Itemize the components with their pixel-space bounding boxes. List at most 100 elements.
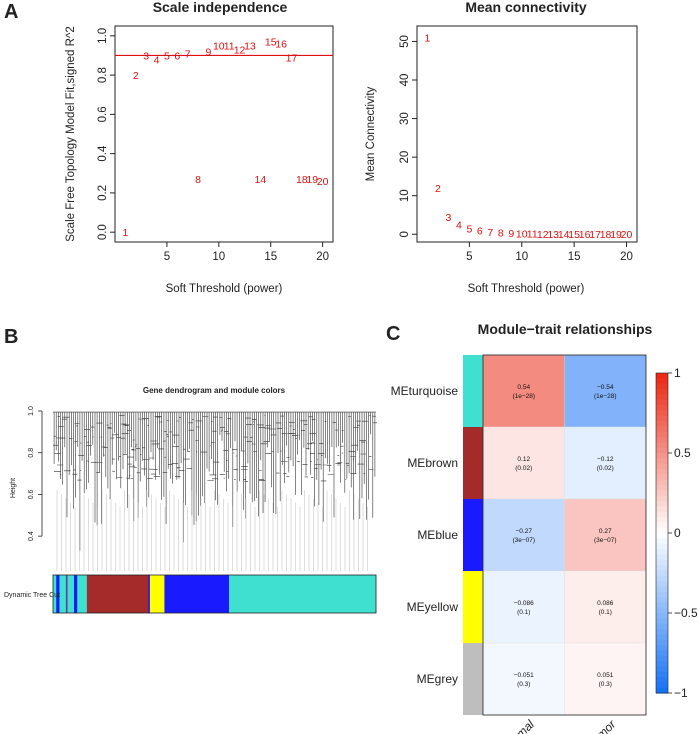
y-tick-label: 40 (399, 74, 411, 87)
plot-frame (416, 25, 638, 243)
cell-pvalue: (0.02) (597, 465, 614, 472)
legend-step (656, 469, 668, 475)
legend-tick-label: 1 (674, 366, 681, 380)
heatmap-cell (482, 570, 565, 644)
legend-step (656, 474, 668, 481)
cell-pvalue: (0.3) (517, 681, 530, 688)
data-point-label: 14 (254, 174, 266, 186)
row-label: MEyellow (407, 600, 459, 614)
data-point-label: 10 (213, 41, 225, 53)
y-axis-label: Height (10, 478, 17, 498)
y-tick-label: 0.0 (97, 224, 109, 240)
panel-letter-b: B (4, 326, 18, 348)
legend-step (656, 655, 668, 662)
legend-step (656, 650, 668, 657)
legend-step (656, 442, 668, 449)
module-color-swatch (463, 355, 483, 427)
data-point-label: 5 (466, 224, 472, 236)
data-point-label: 6 (174, 50, 180, 62)
cell-pvalue: (3e−07) (512, 537, 535, 544)
cell-pvalue: (1e−28) (512, 393, 535, 400)
dendrogram-chart: Gene dendrogram and module colors Height… (4, 386, 377, 614)
legend-step (656, 421, 668, 427)
data-point-label: 5 (164, 50, 170, 62)
module-segment (56, 575, 60, 613)
data-point-label: 17 (286, 52, 298, 64)
y-tick-label: 0.4 (28, 531, 35, 541)
heatmap-cell (564, 354, 647, 428)
legend-step (656, 602, 668, 609)
module-segment (73, 575, 78, 613)
legend-step (656, 437, 668, 443)
y-tick-label: 0.8 (28, 448, 35, 458)
x-tick-label: 10 (515, 251, 528, 263)
legend-step (656, 666, 668, 673)
panel-letter-a: A (4, 1, 18, 23)
module-segment (59, 575, 67, 613)
legend-step (656, 570, 668, 577)
cell-pvalue: (0.1) (599, 609, 612, 616)
legend-step (656, 405, 668, 411)
cell-value: 0.54 (517, 384, 530, 391)
data-point-label: 19 (610, 229, 622, 241)
y-tick-label: 0.4 (97, 145, 109, 162)
x-tick-label: 15 (264, 251, 277, 263)
module-trait-heatmap: Module−trait relationships MEturquoise 0.… (391, 321, 698, 734)
legend-step (656, 485, 668, 491)
legend-step (656, 607, 668, 614)
legend-step (656, 645, 668, 651)
legend-step (656, 415, 668, 422)
data-point-label: 7 (487, 227, 493, 239)
data-point-label: 9 (508, 228, 514, 240)
legend-step (656, 581, 668, 587)
legend-step (656, 378, 668, 385)
dendrogram-tree (53, 411, 377, 571)
data-point-label: 18 (600, 229, 612, 241)
x-axis-label: Soft Threshold (power) (166, 283, 283, 295)
cell-pvalue: (3e−07) (594, 537, 617, 544)
data-point-label: 11 (527, 229, 538, 241)
plot-frame (114, 25, 334, 243)
y-tick-label: 0.6 (97, 106, 109, 122)
legend-step (656, 410, 668, 417)
module-color-swatch (463, 643, 483, 715)
data-point-label: 14 (558, 229, 570, 241)
cell-value: 0.086 (597, 600, 614, 607)
legend-step (656, 527, 668, 534)
heatmap-cell (482, 642, 565, 716)
module-segment (65, 575, 68, 613)
cell-pvalue: (1e−28) (594, 393, 617, 400)
legend-step (656, 463, 668, 470)
x-tick-label: 5 (164, 251, 170, 263)
module-segment (229, 575, 377, 613)
dendrogram-leaves (56, 490, 368, 571)
legend-step (656, 687, 668, 694)
legend-step (656, 522, 668, 529)
y-tick-label: 50 (399, 35, 411, 48)
legend-step (656, 682, 668, 689)
data-point-label: 20 (621, 229, 633, 241)
data-point-label: 3 (446, 212, 452, 224)
data-point-label: 12 (234, 45, 246, 57)
legend-step (656, 618, 668, 625)
y-tick-label: 20 (399, 151, 411, 164)
legend-step (656, 533, 668, 539)
dendrogram-branches (53, 411, 377, 551)
data-point-label: 13 (547, 229, 559, 241)
legend-step (656, 511, 668, 518)
legend-step (656, 389, 668, 395)
y-tick-label: 0.6 (28, 489, 35, 499)
row-label: MEgrey (417, 672, 458, 686)
module-segment (53, 575, 57, 613)
y-tick-label: 0.8 (97, 67, 109, 83)
cell-value: −0.54 (597, 384, 614, 391)
legend-step (656, 490, 668, 497)
chart-title: Scale independence (153, 0, 288, 15)
module-segment (86, 575, 149, 613)
data-point-label: 4 (456, 220, 462, 232)
legend-step (656, 634, 668, 641)
module-color-swatch (463, 571, 483, 643)
data-point-label: 3 (143, 50, 149, 62)
cell-value: 0.12 (517, 456, 530, 463)
legend-step (656, 383, 668, 390)
